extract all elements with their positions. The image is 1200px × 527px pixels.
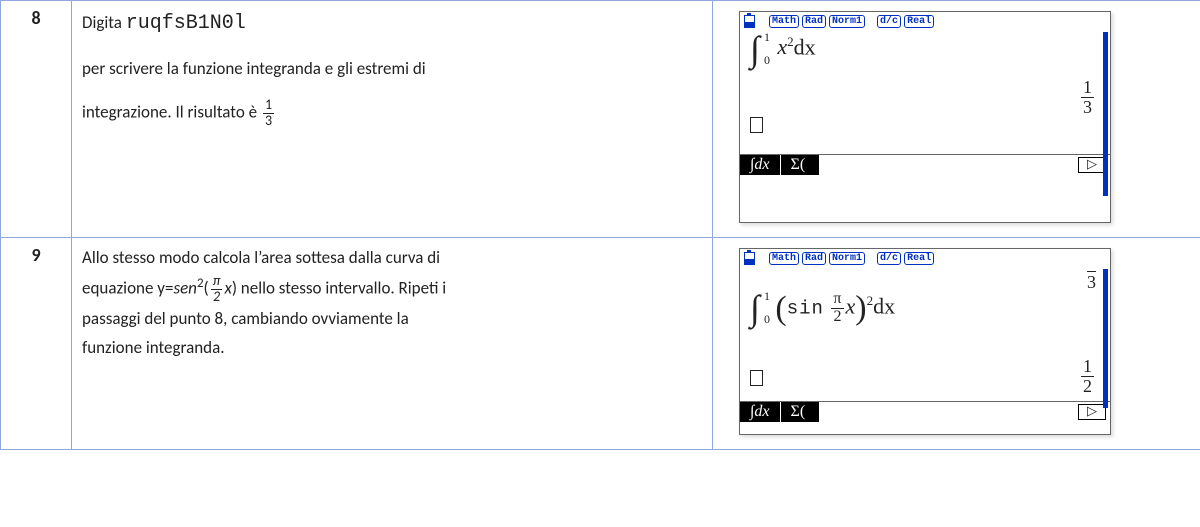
status-badge: d/c [877,15,901,28]
calculator-cell: Math Rad Norm1 d/c Real ∫ 1 0 x2dx [713,1,1200,238]
instr-text: integrazione. Il risultato è 13 [82,98,702,128]
integral-icon: ∫ 1 0 [750,294,760,323]
soft-menu: ∫dx Σ( ▷ [740,154,1110,175]
status-bar: Math Rad Norm1 d/c Real [740,12,1110,30]
result: 12 [1079,357,1096,396]
battery-icon [744,15,755,28]
previous-answer: 3 [1087,271,1096,293]
screen-body: 3 ∫ 1 0 (sin π2x)2dx 12 [740,267,1110,395]
status-badge: Norm1 [829,252,865,265]
instr-text: per scrivere la funzione integranda e gl… [82,55,702,84]
result: 13 [1079,78,1096,117]
status-badge: Rad [802,252,826,265]
screen-body: ∫ 1 0 x2dx 13 [740,30,1110,148]
instruction-cell: Allo stesso modo calcola l’area sottesa … [72,238,713,450]
table-row: 8 Digita ruqfsB1N0l per scrivere la funz… [1,1,1200,238]
status-badge: Real [904,252,934,265]
nav-right-icon[interactable]: ▷ [1078,157,1106,173]
battery-icon [744,252,755,265]
soft-key[interactable]: Σ( [781,402,821,422]
instr-text: Digita [82,12,126,33]
steps-table: 8 Digita ruqfsB1N0l per scrivere la funz… [0,0,1200,450]
status-badge: Rad [802,15,826,28]
expression: ∫ 1 0 x2dx [750,34,1100,64]
status-badge: Norm1 [829,15,865,28]
soft-key[interactable]: Σ( [781,155,821,175]
calculator-screen: Math Rad Norm1 d/c Real ∫ 1 0 x2dx [739,11,1111,223]
integral-icon: ∫ 1 0 [750,35,760,64]
cursor-icon [750,370,763,386]
soft-key[interactable]: ∫dx [740,402,781,422]
calculator-cell: Math Rad Norm1 d/c Real 3 ∫ 1 0 (sin [713,238,1200,450]
fraction: 13 [263,98,274,128]
status-badge: Math [769,252,799,265]
instr-text: Allo stesso modo calcola l’area sottesa … [82,244,702,362]
calculator-screen: Math Rad Norm1 d/c Real 3 ∫ 1 0 (sin [739,248,1111,435]
step-number: 8 [1,1,72,238]
nav-right-icon[interactable]: ▷ [1078,404,1106,420]
status-badge: d/c [877,252,901,265]
expression: ∫ 1 0 (sin π2x)2dx [750,291,1100,326]
status-badge: Math [769,15,799,28]
status-bar: Math Rad Norm1 d/c Real [740,249,1110,267]
soft-key[interactable]: ∫dx [740,155,781,175]
code-text: ruqfsB1N0l [126,12,246,35]
soft-menu: ∫dx Σ( ▷ [740,401,1110,422]
status-badge: Real [904,15,934,28]
table-row: 9 Allo stesso modo calcola l’area sottes… [1,238,1200,450]
cursor-icon [750,117,763,133]
step-number: 9 [1,238,72,450]
instruction-cell: Digita ruqfsB1N0l per scrivere la funzio… [72,1,713,238]
